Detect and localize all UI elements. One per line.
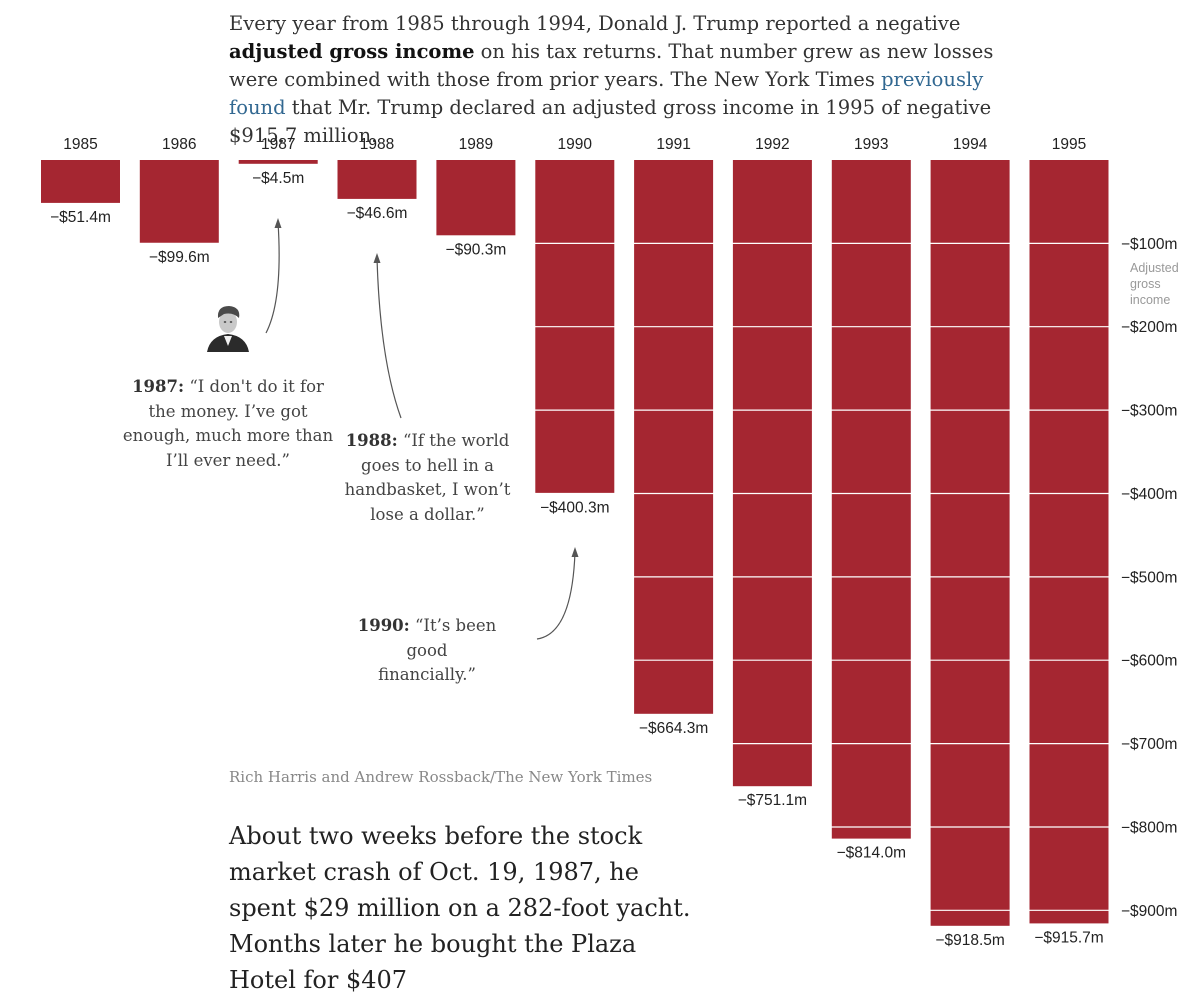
quote-1987-year: 1987: (132, 377, 185, 396)
bar-1995 (1029, 160, 1109, 924)
value-label-1989: −$90.3m (446, 241, 507, 258)
year-label-1987: 1987 (261, 136, 295, 153)
year-label-1986: 1986 (162, 136, 196, 153)
quote-1987-line-4: I’ll ever need.” (166, 450, 290, 470)
value-label-1990: −$400.3m (540, 500, 609, 517)
value-label-1991: −$664.3m (639, 720, 708, 737)
quote-1987: 1987: “I don't do it for the money. I’ve… (118, 375, 338, 473)
value-label-1994: −$918.5m (935, 932, 1004, 949)
bar-1987 (238, 160, 318, 164)
arrowhead-1988 (373, 253, 381, 263)
quote-1988: 1988: “If the world goes to hell in a ha… (335, 429, 520, 527)
value-label-1993: −$814.0m (837, 845, 906, 862)
value-label-1987: −$4.5m (252, 170, 304, 187)
y-tick-label: −$700m (1121, 736, 1177, 753)
bar-1991 (634, 160, 714, 714)
arrowhead-1990 (571, 547, 579, 557)
value-label-1992: −$751.1m (738, 792, 807, 809)
y-tick-label: −$800m (1121, 820, 1177, 837)
y-axis-title: Adjusted gross income (1130, 261, 1182, 307)
bar-1992 (732, 160, 812, 787)
bar-1994 (930, 160, 1010, 926)
arrow-1990 (536, 551, 576, 640)
year-label-1994: 1994 (953, 136, 988, 153)
bar-1993 (831, 160, 911, 839)
y-tick-label: −$600m (1121, 653, 1177, 670)
arrow-heads (274, 218, 579, 557)
story-paragraph: About two weeks before the stock market … (229, 822, 691, 994)
quote-1990-line-2: financially.” (378, 665, 476, 684)
arrow-1987 (265, 221, 280, 334)
bar-1985 (41, 160, 120, 203)
arrow-1988 (376, 257, 402, 419)
value-label-1985: −$51.4m (50, 209, 111, 226)
agi-bar-chart: 1985 −$51.4m 1986 −$99.6m 1987 −$4.5m 1988 −$46… (39, 136, 1182, 949)
quote-1988-line-4: lose a dollar.” (370, 504, 485, 524)
y-axis-title-line-1: Adjusted (1130, 261, 1179, 275)
value-label-1995: −$915.7m (1034, 929, 1103, 946)
intro-paragraph: Every year from 1985 through 1994, Donal… (229, 10, 999, 150)
quote-1987-line-2: the money. I’ve got (148, 401, 308, 421)
bars-layer (41, 160, 1109, 926)
year-label-1993: 1993 (854, 136, 888, 153)
value-label-1988: −$46.6m (347, 205, 408, 222)
graphic-credit: Rich Harris and Andrew Rossback/The New … (229, 768, 653, 786)
year-label-1995: 1995 (1052, 136, 1086, 153)
quote-1988-year: 1988: (345, 431, 398, 450)
y-tick-label: −$100m (1121, 236, 1177, 253)
bar-1986 (139, 160, 219, 243)
value-label-1986: −$99.6m (149, 249, 210, 266)
quote-1987-line-3: enough, much more than (122, 426, 334, 445)
quote-1988-line-2: goes to hell in a (361, 455, 494, 475)
y-tick-label: −$200m (1121, 319, 1177, 336)
y-tick-label: −$300m (1121, 403, 1177, 420)
quote-1990: 1990: “It’s been good financially.” (337, 614, 517, 688)
intro-bold-term: adjusted gross income (229, 40, 475, 63)
year-label-1990: 1990 (558, 136, 593, 153)
year-label-1988: 1988 (360, 136, 394, 153)
graphic-container: Every year from 1985 through 1994, Donal… (39, 10, 1182, 994)
intro-text-1: Every year from 1985 through 1994, Donal… (229, 12, 961, 35)
y-axis-title-line-3: income (1130, 293, 1170, 307)
arrowhead-1987 (274, 218, 282, 228)
year-label-1989: 1989 (459, 136, 493, 153)
quote-1987-line-1: “I don't do it for (184, 377, 324, 396)
quote-1990-year: 1990: (357, 616, 410, 635)
intro-text-2: on his tax returns. That number grew as … (229, 40, 994, 91)
y-tick-label: −$500m (1121, 569, 1177, 586)
quote-1988-line-3: handbasket, I won’t (344, 480, 511, 499)
year-label-1985: 1985 (63, 136, 97, 153)
year-label-1992: 1992 (755, 136, 789, 153)
trump-portrait-icon (206, 306, 250, 352)
y-tick-label: −$400m (1121, 486, 1177, 503)
annotation-arrows (265, 221, 576, 640)
quote-1990-line-1: “It’s been good (406, 616, 497, 660)
intro-text-3: that Mr. Trump declared an adjusted gros… (229, 96, 992, 147)
labels-layer: 1985 −$51.4m 1986 −$99.6m 1987 −$4.5m 1988 −$46… (50, 136, 1104, 949)
quote-1988-line-1: “If the world (397, 431, 510, 450)
y-tick-label: −$900m (1121, 903, 1177, 920)
bar-1989 (436, 160, 516, 236)
y-axis-title-line-2: gross (1130, 277, 1161, 291)
y-axis-layer: −$100m −$200m −$300m −$400m −$500m −$600m −$70… (1121, 236, 1177, 920)
bar-1988 (337, 160, 417, 199)
previously-found-link[interactable]: previously found (229, 68, 984, 119)
year-label-1991: 1991 (656, 136, 690, 153)
